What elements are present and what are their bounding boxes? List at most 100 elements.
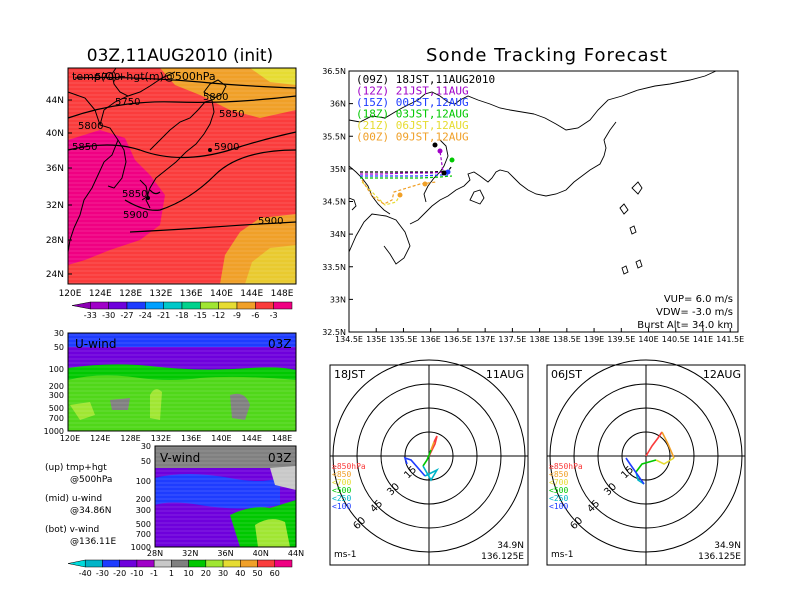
lon-label: 124E: [90, 434, 110, 443]
colorbar-swatch: [218, 301, 238, 310]
colorbar-swatch: [145, 301, 164, 310]
lon-label: 140.5E: [662, 335, 690, 344]
v-wind-cross-section: V-wind 03Z: [154, 445, 297, 548]
sonde-tracks: [360, 150, 453, 206]
colorbar-label: -30: [102, 311, 115, 320]
contour-label: 5900: [214, 142, 239, 153]
contour-label: 5800: [203, 92, 228, 103]
hodograph-legend-entry: <850: [332, 470, 351, 479]
colorbar-label: 30: [218, 569, 228, 578]
lat-label: 33.5N: [322, 263, 346, 272]
pressure-label: 500: [136, 520, 151, 529]
hodograph-legend-entry: ≥850hPa: [549, 462, 583, 471]
note-up2: @500hPa: [70, 475, 112, 485]
lon-label: 135E: [366, 335, 386, 344]
hodograph-legend-entry: <100: [332, 502, 351, 511]
colorbar-swatch: [274, 559, 293, 568]
pressure-label: 30: [54, 329, 64, 338]
hodograph-legend-entry: <700: [549, 478, 568, 487]
colorbar-label: 40: [235, 569, 245, 578]
colorbar-label: -40: [79, 569, 92, 578]
lat-label: 44N: [46, 96, 64, 106]
lat-label: 34N: [330, 230, 346, 239]
lon-label: 144E: [242, 434, 262, 443]
colorbar-label: -10: [130, 569, 143, 578]
lat-label: 24N: [46, 270, 64, 280]
lon-label: 141E: [693, 335, 713, 344]
colorbar-label: -9: [233, 311, 241, 320]
map-field-label: temp(C)+hgt(m)@500hPa: [72, 70, 216, 83]
pressure-label: 1000: [44, 427, 64, 436]
lon-label: 136E: [181, 434, 201, 443]
hodograph-legend-entry: <700: [332, 478, 351, 487]
forecast-lat-labels: 36.5N 36N 35.5N 35N 34.5N 34N 33.5N 33N 32.5N: [322, 67, 353, 337]
lon-label: 140E: [210, 289, 233, 299]
colorbar-swatch: [273, 301, 293, 310]
colorbar-swatch: [84, 559, 103, 568]
contour-label: 5900: [123, 210, 148, 221]
hodograph-legend-entry: <500: [332, 486, 351, 495]
forecast-legend: (09Z) 18JST,11AUG2010(12Z) 21JST,11AUG(1…: [356, 73, 495, 144]
legend-entry: (00Z) 09JST,12AUG: [356, 131, 469, 144]
pressure-label: 200: [49, 382, 64, 391]
contour-label: 5800: [78, 121, 103, 132]
hodograph-time: 06JST: [551, 368, 582, 381]
hodograph-trace: [661, 431, 675, 459]
colorbar-swatch: [119, 559, 138, 568]
hodograph-date: 11AUG: [486, 368, 524, 381]
pressure-label: 1000: [131, 543, 151, 552]
lon-label: 139E: [584, 335, 604, 344]
hodograph-lon: 136.125E: [698, 552, 741, 562]
lon-label: 124E: [89, 289, 112, 299]
contour-label: 5900: [258, 216, 283, 227]
note-bot: (bot) v-wind: [45, 525, 99, 535]
pressure-label: 500: [49, 404, 64, 413]
colorbar-swatch: [257, 559, 276, 568]
hodograph-legend-entry: <500: [549, 486, 568, 495]
contour-labels: 5700 5750 5800 5800 5850 5800 5850 5900 …: [72, 72, 283, 227]
lat-label: 40N: [253, 549, 269, 558]
sonde-tracking-map: [348, 70, 739, 333]
colorbar-swatch: [240, 559, 258, 568]
lat-label: 33N: [330, 295, 346, 304]
note-bot2: @136.11E: [70, 537, 116, 547]
colorbar-label: 1: [169, 569, 174, 578]
param-vup: VUP= 6.0 m/s: [664, 294, 733, 305]
colorbar-swatch: [153, 559, 172, 568]
colorbar-label: 60: [270, 569, 280, 578]
lat-label: 28N: [147, 549, 163, 558]
lat-label: 36N: [330, 100, 346, 109]
hodograph-lon: 136.125E: [481, 552, 524, 562]
lon-label: 140E: [211, 434, 231, 443]
lat-label: 36.5N: [322, 67, 346, 76]
forecast-params: VUP= 6.0 m/s VDW= -3.0 m/s Burst Alt= 34…: [637, 294, 733, 331]
hodograph-trace: [635, 459, 657, 473]
legend-entry: (18Z) 03JST,12AUG: [356, 108, 469, 121]
v-wind-time: 03Z: [268, 451, 292, 465]
lon-label: 148E: [272, 434, 292, 443]
hodograph-lat: 34.9N: [497, 541, 524, 551]
hodograph-time: 18JST: [334, 368, 365, 381]
lon-label: 135.5E: [389, 335, 417, 344]
colorbar-label: -24: [139, 311, 152, 320]
hodograph-legend-entry: ≥850hPa: [332, 462, 366, 471]
legend-entry: (21Z) 06JST,12AUG: [356, 119, 469, 132]
hodograph-trace: [655, 457, 675, 465]
v-wind-label: V-wind: [160, 451, 200, 465]
lon-label: 140E: [638, 335, 658, 344]
hodograph-trace: [625, 457, 645, 485]
hodograph-date: 12AUG: [703, 368, 741, 381]
colorbar-swatch: [236, 301, 256, 310]
contour-label: 5700: [95, 72, 120, 83]
colorbar-label: 20: [201, 569, 211, 578]
u-wind-lon-labels: 120E 124E 128E 132E 136E 140E 144E 148E: [60, 434, 292, 443]
hodograph-unit: ms-1: [551, 550, 573, 560]
lat-label: 40N: [46, 129, 64, 139]
hodograph-legend-entry: <850: [549, 470, 568, 479]
left-map-lat-labels: 44N 40N 36N 32N 28N 24N: [46, 96, 72, 280]
forecast-lon-labels: 134.5E 135E 135.5E 136E 136.5E 137E 137.5E 138E…: [335, 328, 744, 344]
lon-label: 120E: [59, 289, 82, 299]
